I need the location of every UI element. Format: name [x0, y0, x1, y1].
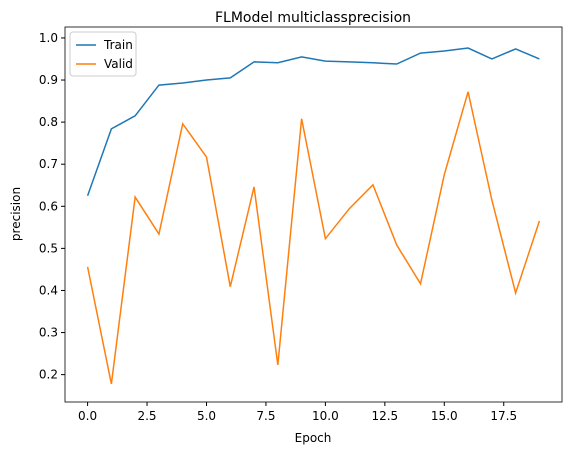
chart-title: FLModel multiclassprecision: [215, 10, 411, 26]
y-tick-label: 0.9: [39, 73, 58, 87]
line: [86, 91, 541, 385]
x-tick-label: 17.5: [490, 409, 517, 423]
y-tick-label: 1.0: [39, 31, 58, 45]
x-axis-label: Epoch: [295, 431, 332, 445]
y-tick-label: 0.5: [39, 241, 58, 255]
x-tick-label: 2.5: [137, 409, 156, 423]
x-tick-label: 10.0: [312, 409, 339, 423]
y-tick-label: 0.6: [39, 199, 58, 213]
y-tick-label: 0.8: [39, 115, 58, 129]
y-tick-label: 0.3: [39, 326, 58, 340]
y-tick-label: 0.7: [39, 157, 58, 171]
legend-label: Valid: [104, 57, 133, 71]
x-tick-label: 15.0: [431, 409, 458, 423]
x-tick-label: 5.0: [197, 409, 216, 423]
plot-frame: [64, 26, 563, 403]
x-tick-label: 7.5: [256, 409, 275, 423]
y-axis-label: precision: [9, 187, 23, 241]
line: [86, 47, 540, 197]
y-tick-label: 0.4: [39, 283, 58, 297]
x-tick-label: 0.0: [78, 409, 97, 423]
y-tick-label: 0.2: [39, 368, 58, 382]
legend-box: [69, 31, 137, 77]
x-tick-label: 12.5: [371, 409, 398, 423]
legend-label: Train: [103, 38, 133, 52]
